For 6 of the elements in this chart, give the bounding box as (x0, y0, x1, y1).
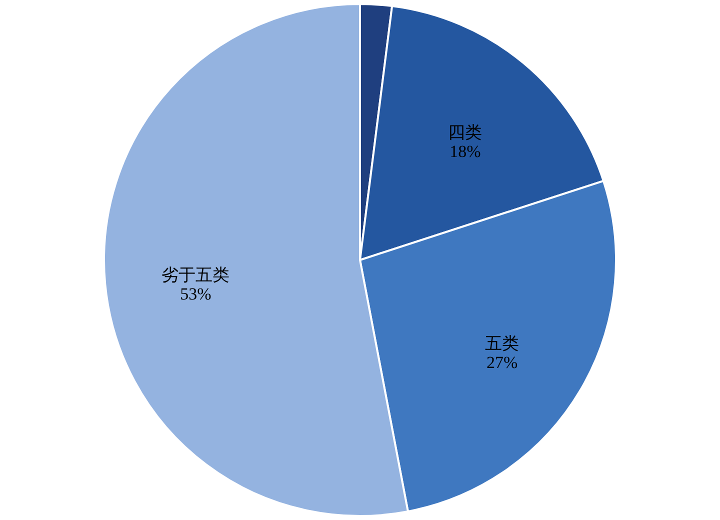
data-label: 27% (486, 352, 518, 372)
data-label: 18% (450, 142, 481, 161)
slice-label: 劣于五类 (162, 266, 230, 285)
slice-label: 五类 (485, 334, 520, 353)
slice-label: 四类 (448, 122, 482, 142)
data-label: 53% (180, 284, 212, 304)
